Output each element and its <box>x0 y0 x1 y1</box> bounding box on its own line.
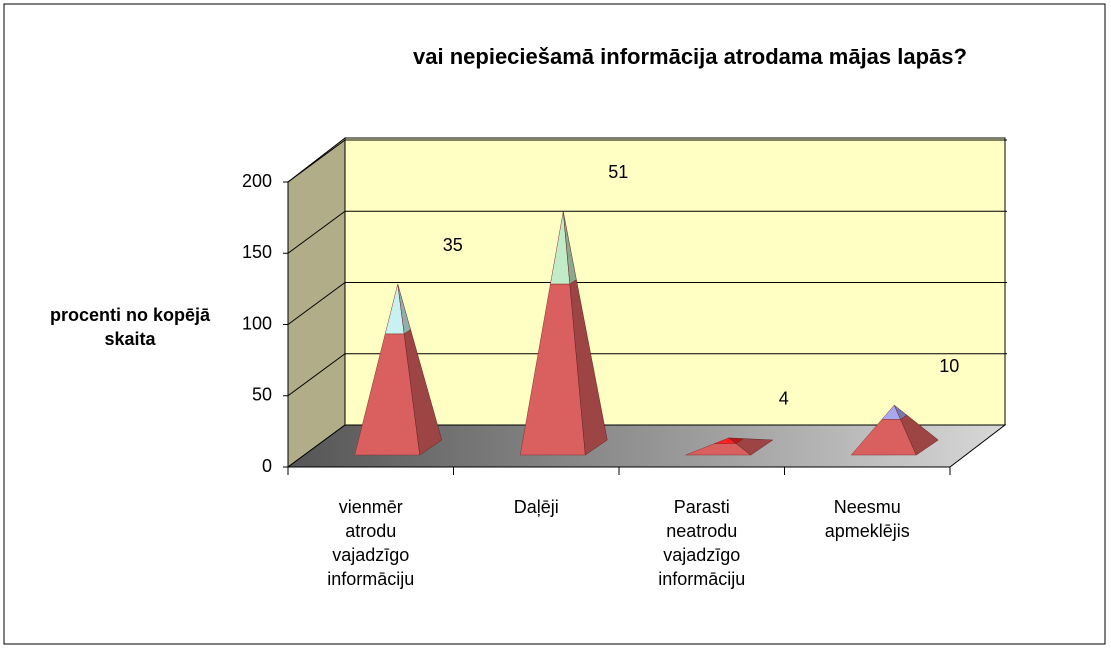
pyramid-segment <box>354 329 443 456</box>
x-tick-label: Neesmu apmeklējis <box>824 497 910 541</box>
grid-line <box>287 353 346 397</box>
data-label: 35 <box>443 235 463 255</box>
pyramid-segment <box>714 437 745 444</box>
grid-line <box>287 139 346 183</box>
data-label: 10 <box>939 356 959 376</box>
chart-title: vai nepieciešamā informācija atrodama mā… <box>413 44 967 69</box>
pyramid-segment <box>881 404 908 420</box>
x-tick-label: Daļēji <box>513 497 559 517</box>
y-axis-title: procenti no kopējā skaita <box>49 305 211 349</box>
y-tick-label: 150 <box>242 242 272 262</box>
y-tick-label: 100 <box>242 313 272 333</box>
pyramid-side <box>727 437 745 444</box>
grid-line <box>287 282 346 325</box>
data-label: 4 <box>779 389 789 409</box>
grid-line <box>287 210 346 254</box>
x-tick-label: Parasti neatrodu vajadzīgo informāciju <box>658 497 746 589</box>
pyramid-side <box>894 404 908 420</box>
pyramid-segment <box>384 283 411 335</box>
pyramid-segment <box>550 211 577 285</box>
y-tick-label: 200 <box>242 171 272 191</box>
y-tick-label: 0 <box>262 456 272 476</box>
y-tick-label: 50 <box>252 385 272 405</box>
data-label: 51 <box>608 162 628 182</box>
back-wall <box>344 137 1006 426</box>
pyramid-side <box>397 283 411 335</box>
side-wall <box>287 136 346 468</box>
pyramid-segment <box>850 414 939 456</box>
pyramid-side <box>563 211 577 285</box>
x-tick-label: vienmēr atrodu vajadzīgo informāciju <box>327 497 415 589</box>
